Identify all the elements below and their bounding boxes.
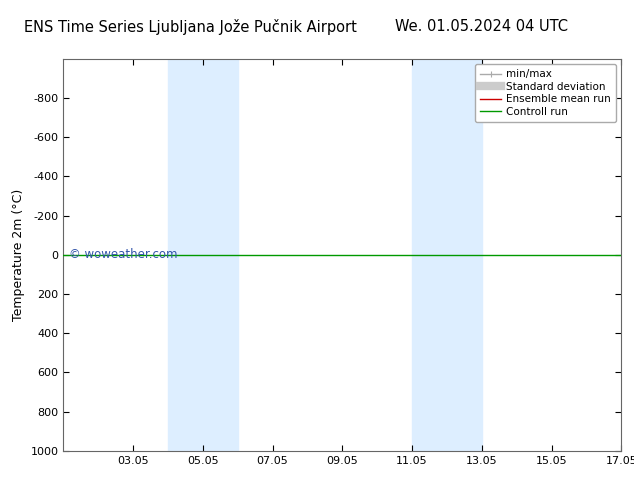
Text: We. 01.05.2024 04 UTC: We. 01.05.2024 04 UTC [396, 20, 568, 34]
Bar [168, 59, 238, 451]
Bar [412, 59, 482, 451]
Y-axis label: Temperature 2m (°C): Temperature 2m (°C) [12, 189, 25, 321]
Text: © woweather.com: © woweather.com [69, 247, 178, 261]
Legend: min/max, Standard deviation, Ensemble mean run, Controll run: min/max, Standard deviation, Ensemble me… [475, 64, 616, 122]
Text: ENS Time Series Ljubljana Jože Pučnik Airport: ENS Time Series Ljubljana Jože Pučnik Ai… [23, 19, 357, 35]
